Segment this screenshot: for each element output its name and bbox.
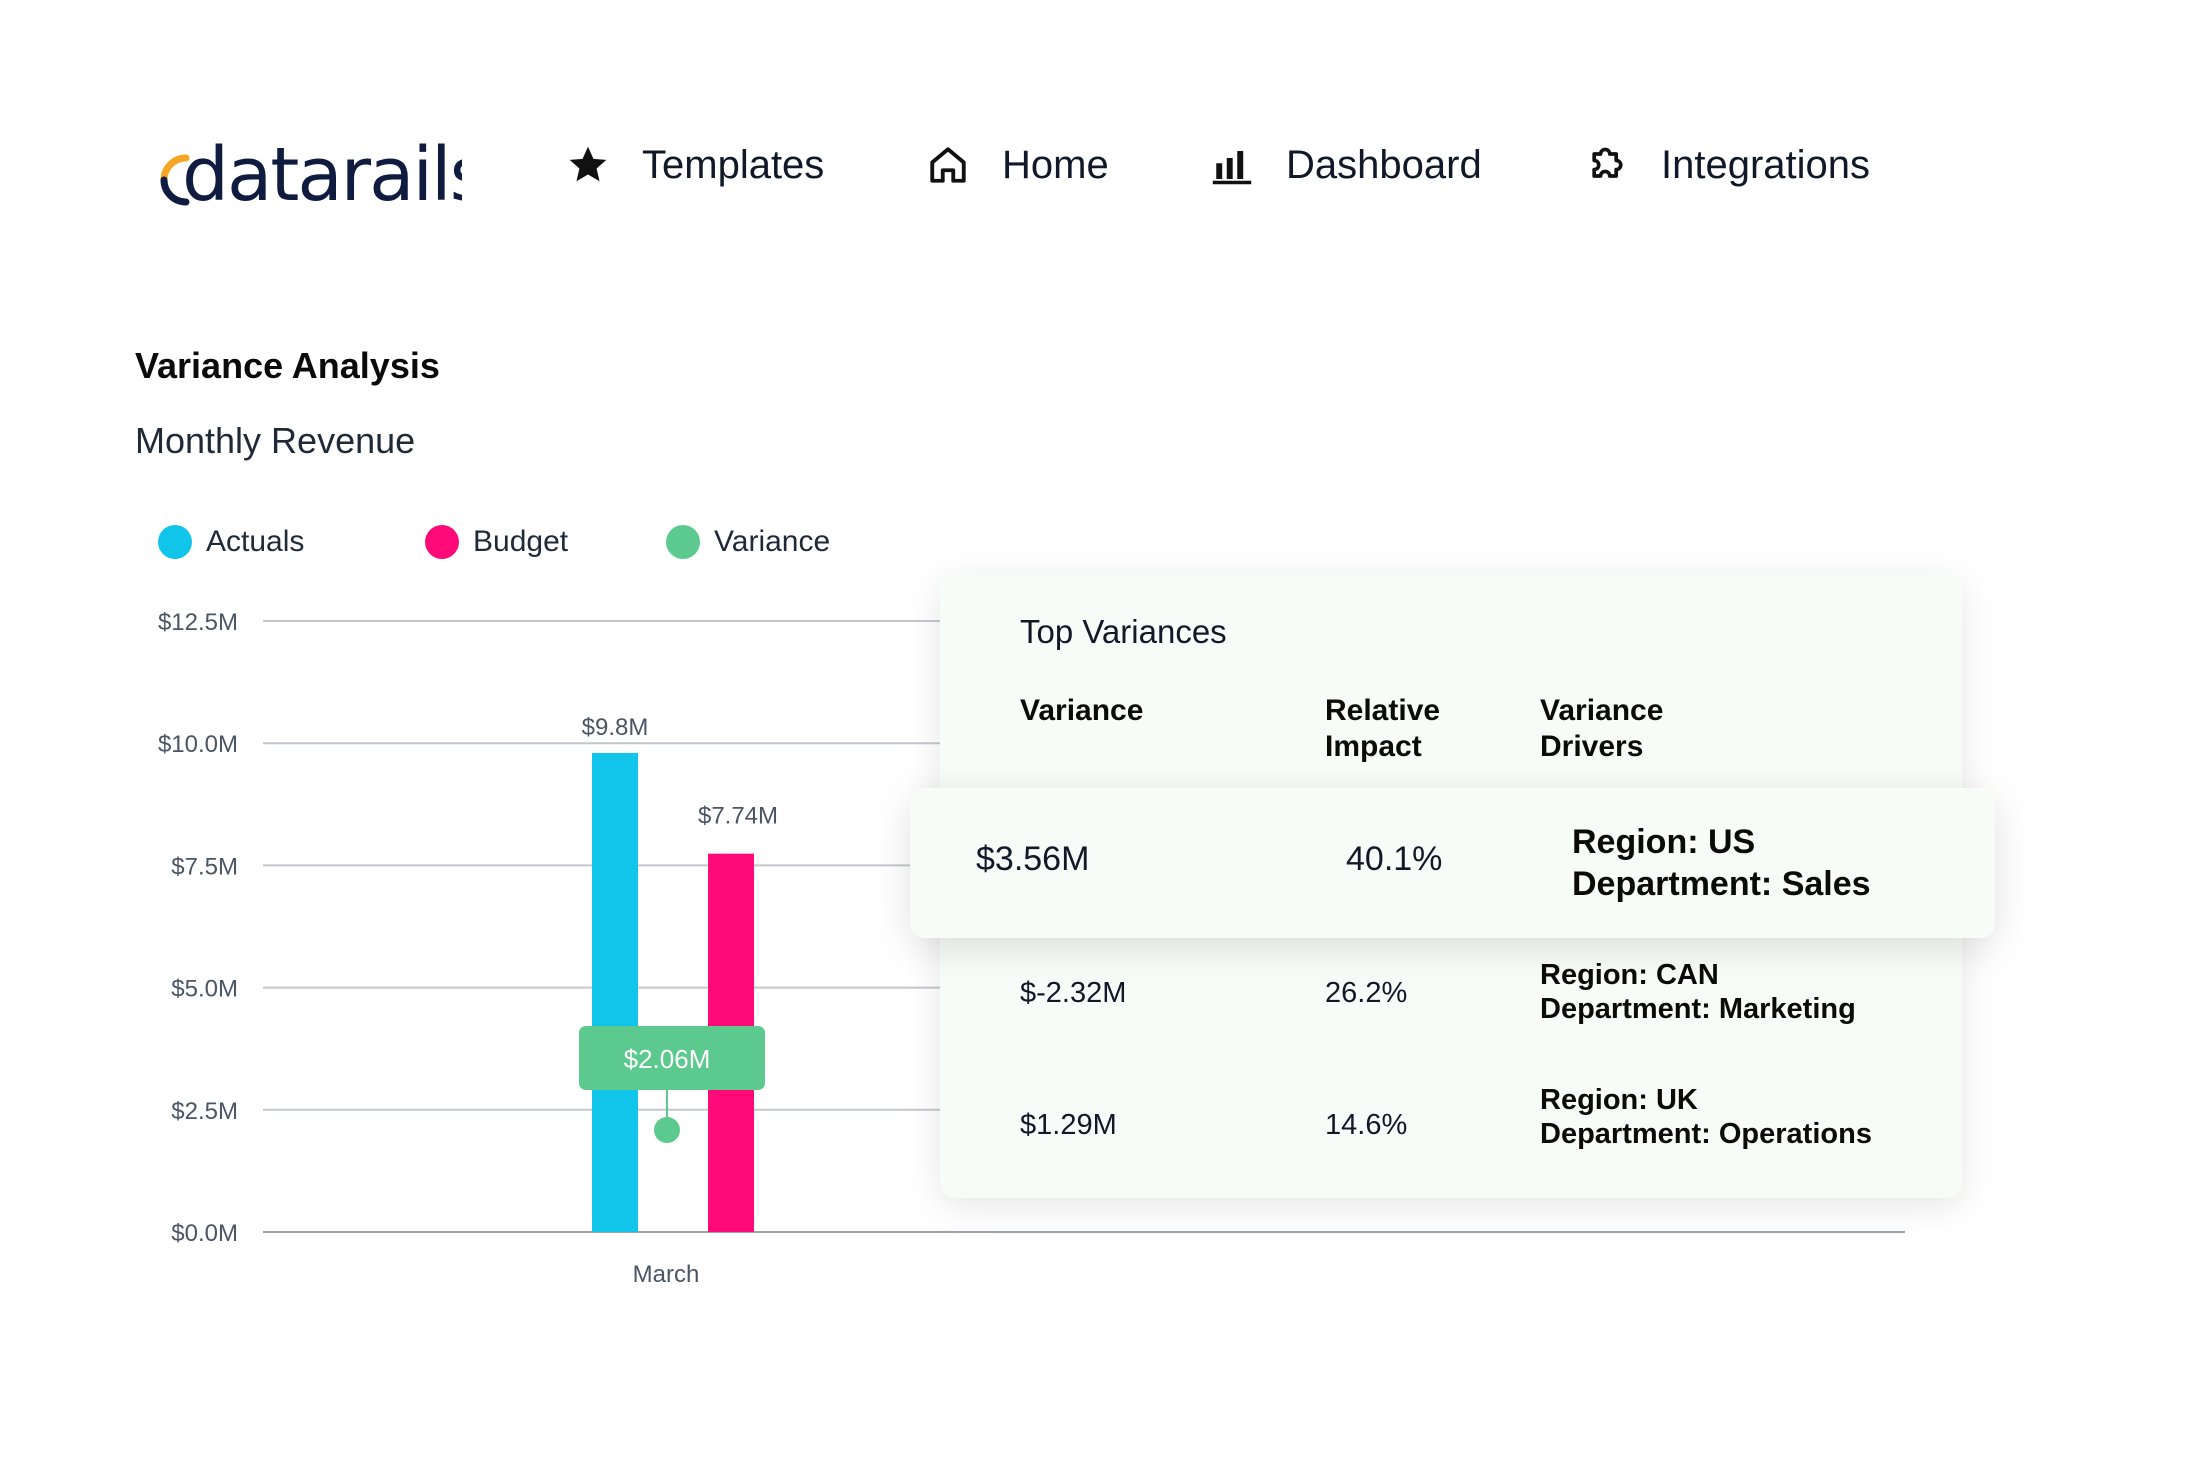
datarails-logo[interactable]: datarails: [152, 120, 488, 218]
row-1-region: Region: US: [1572, 823, 1756, 861]
logo-wordmark: datarails: [160, 132, 488, 218]
variance-tooltip-label: $2.06M: [624, 1044, 711, 1074]
row-1-drivers: Region: US Department: Sales: [1572, 821, 1871, 905]
legend-label-actuals: Actuals: [206, 525, 305, 558]
nav-label-home: Home: [1002, 142, 1109, 187]
legend-item-variance[interactable]: Variance: [666, 525, 830, 559]
data-label-actuals: $9.8M: [582, 714, 649, 741]
card-title: Top Variances: [1020, 613, 1227, 650]
row-1-variance: $3.56M: [976, 840, 1090, 878]
row-1-department: Department: Sales: [1572, 865, 1871, 903]
page-subtitle: Monthly Revenue: [135, 420, 416, 461]
y-tick-label: $7.5M: [171, 853, 238, 880]
y-tick-label: $5.0M: [171, 976, 238, 1003]
row-2-drivers: Region: CAN Department: Marketing: [1540, 958, 1856, 1026]
y-tick-label: $12.5M: [158, 609, 238, 636]
row-3-department: Department: Operations: [1540, 1118, 1872, 1150]
y-tick-label: $0.0M: [171, 1220, 238, 1247]
puzzle-icon: [1585, 143, 1629, 187]
row-3-region: Region: UK: [1540, 1084, 1698, 1116]
row-3-variance: $1.29M: [1020, 1109, 1117, 1141]
row-2-impact: 26.2%: [1325, 977, 1408, 1009]
row-3-drivers: Region: UK Department: Operations: [1540, 1083, 1872, 1151]
legend-dot-variance: [666, 525, 700, 559]
nav-label-integrations: Integrations: [1661, 142, 1871, 187]
row-2-variance: $-2.32M: [1020, 977, 1127, 1009]
table-row-highlighted[interactable]: $3.56M 40.1% Region: US Department: Sale…: [910, 788, 1995, 938]
legend-item-actuals[interactable]: Actuals: [158, 525, 304, 559]
nav-item-home[interactable]: Home: [926, 130, 1109, 200]
legend-item-budget[interactable]: Budget: [425, 525, 568, 559]
data-label-budget: $7.74M: [698, 803, 778, 830]
nav-label-dashboard: Dashboard: [1286, 142, 1482, 187]
row-3-impact: 14.6%: [1325, 1109, 1408, 1141]
column-header-relative-impact: Relative Impact: [1325, 694, 1441, 763]
row-1-impact: 40.1%: [1346, 840, 1443, 878]
legend-dot-budget: [425, 525, 459, 559]
nav-item-dashboard[interactable]: Dashboard: [1210, 130, 1482, 200]
variance-point: [654, 1117, 680, 1143]
row-2-region: Region: CAN: [1540, 959, 1719, 991]
row-2-department: Department: Marketing: [1540, 993, 1856, 1025]
nav-item-integrations[interactable]: Integrations: [1585, 130, 1870, 200]
star-icon: [566, 143, 610, 187]
nav-label-templates: Templates: [642, 142, 825, 187]
legend-label-budget: Budget: [473, 525, 569, 558]
logo-text: datarails: [182, 132, 462, 210]
legend-dot-actuals: [158, 525, 192, 559]
y-tick-label: $2.5M: [171, 1098, 238, 1125]
column-header-variance-drivers: Variance Drivers: [1540, 694, 1664, 763]
home-icon: [926, 143, 970, 187]
bar-chart-icon: [1210, 143, 1254, 187]
bar-actuals: [592, 752, 638, 1232]
column-header-variance: Variance: [1020, 694, 1144, 727]
x-tick-label: March: [633, 1261, 700, 1288]
legend-label-variance: Variance: [714, 525, 831, 558]
page-title: Variance Analysis: [135, 345, 440, 386]
nav-item-templates[interactable]: Templates: [566, 130, 824, 200]
y-tick-label: $10.0M: [158, 731, 238, 758]
variance-tooltip: [579, 1026, 765, 1090]
